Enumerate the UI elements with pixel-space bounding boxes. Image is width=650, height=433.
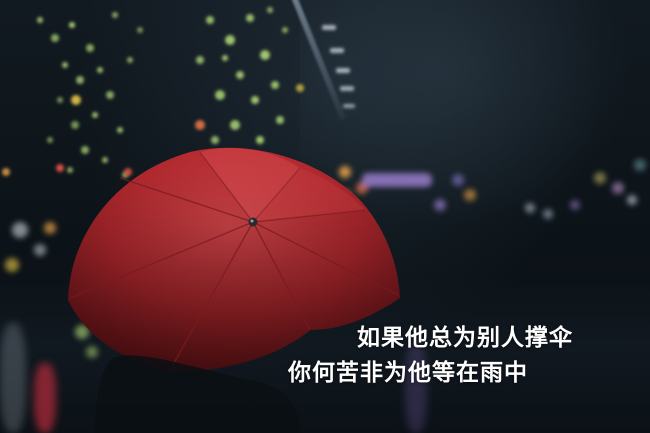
street-reflection-red: [34, 363, 56, 433]
tree-bokeh-left: [37, 12, 143, 178]
tree-bokeh-center-warm: [195, 84, 304, 130]
street-reflection-purple: [405, 343, 427, 433]
person-silhouette: [95, 355, 300, 433]
red-umbrella: [68, 147, 400, 372]
tree-bokeh-center: [196, 7, 288, 159]
tree-bokeh-left-warm: [2, 95, 132, 176]
street-bokeh: [5, 159, 646, 358]
street-reflection-white: [0, 323, 26, 433]
caption-line-1: 如果他总为别人撑伞: [357, 325, 573, 351]
caption-line-2: 你何苦非为他等在雨中: [288, 360, 528, 386]
ceiling-lights: [322, 25, 355, 108]
